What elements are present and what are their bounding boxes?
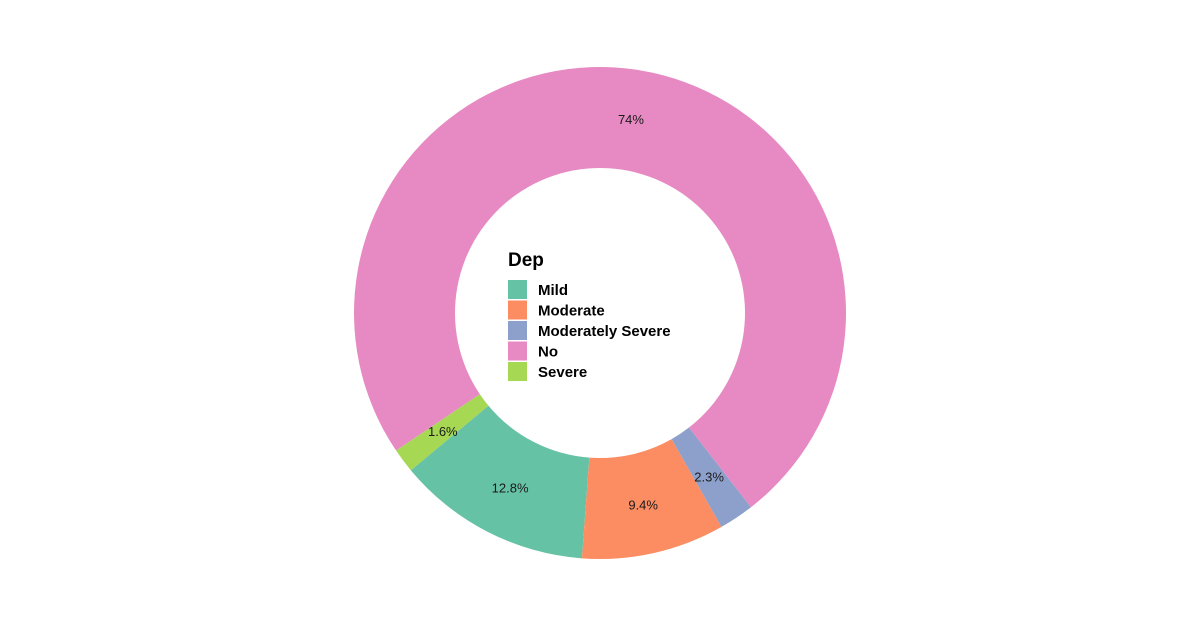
legend-key-no <box>508 341 527 361</box>
slice-no <box>353 66 846 508</box>
legend-key-moderate <box>508 300 527 320</box>
legend: Dep Mild Moderate Moderately Severe No Sever… <box>508 250 671 381</box>
legend-item: Moderately Severe <box>508 321 671 340</box>
legend-key-moderately-severe <box>508 321 527 340</box>
slice-severe <box>396 394 489 471</box>
legend-item: Severe <box>508 362 587 381</box>
slice-moderate <box>581 439 722 559</box>
legend-item: Mild <box>508 280 568 299</box>
legend-items: Mild Moderate Moderately Severe No Severe <box>508 280 671 381</box>
slice-moderately-severe <box>671 427 751 527</box>
legend-label-moderate: Moderate <box>538 303 605 320</box>
legend-item: No <box>508 341 558 361</box>
slice-label-moderately-severe: 2.3% <box>694 469 724 484</box>
legend-item: Moderate <box>508 300 605 320</box>
legend-key-mild <box>508 280 527 299</box>
legend-label-severe: Severe <box>538 364 587 381</box>
slice-label-moderate: 9.4% <box>628 498 658 513</box>
slice-label-severe: 1.6% <box>428 424 458 439</box>
legend-title: Dep <box>508 250 544 271</box>
legend-label-mild: Mild <box>538 282 568 299</box>
slice-label-mild: 12.8% <box>492 481 529 496</box>
slice-label-no: 74% <box>618 112 644 127</box>
donut-slices <box>353 66 846 559</box>
legend-label-moderately-severe: Moderately Severe <box>538 323 671 340</box>
slice-mild <box>410 405 590 559</box>
slice-labels: 1.6% 12.8% 9.4% 2.3% 74% <box>428 112 724 513</box>
legend-key-severe <box>508 362 527 381</box>
legend-label-no: No <box>538 344 558 361</box>
